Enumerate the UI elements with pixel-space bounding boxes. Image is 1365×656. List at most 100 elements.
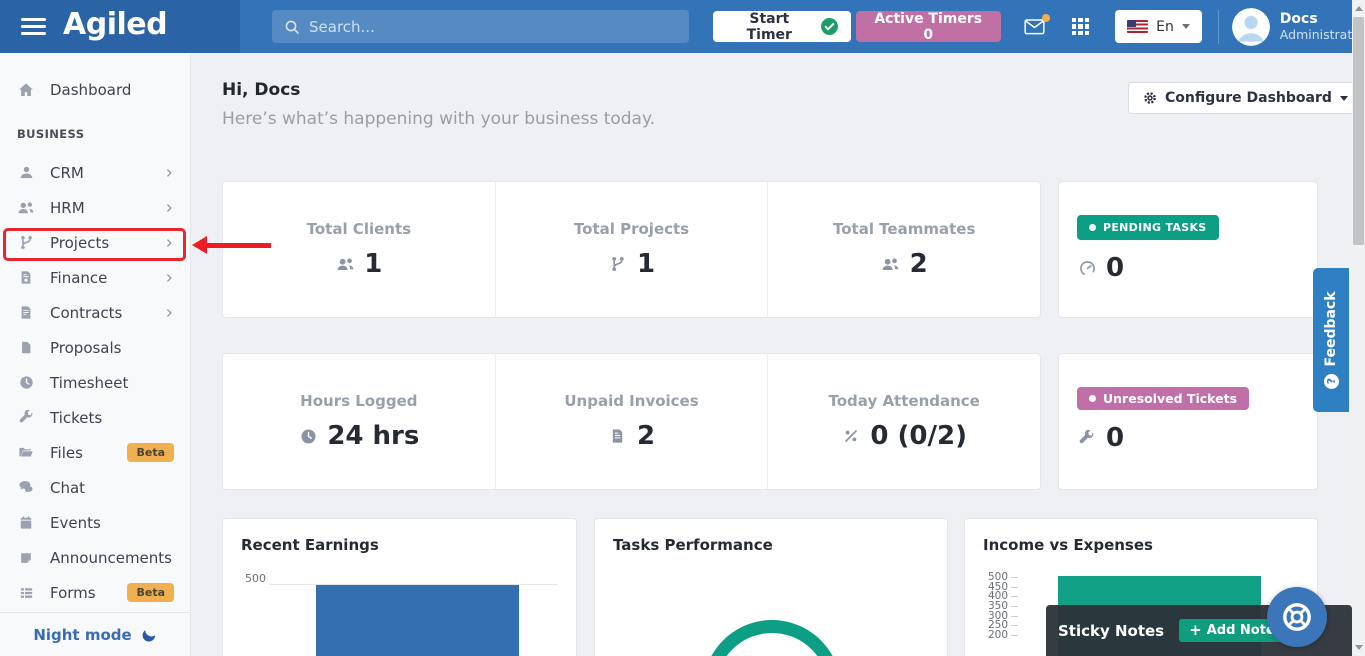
sidebar-item-label: CRM bbox=[50, 163, 84, 182]
earnings-bar[interactable] bbox=[316, 585, 519, 656]
stat-total-teammates[interactable]: Total Teammates 2 bbox=[768, 182, 1040, 317]
comments-icon bbox=[16, 480, 36, 495]
sidebar-item-label: Contracts bbox=[50, 303, 123, 322]
sidebar-item-tickets[interactable]: Tickets bbox=[0, 400, 190, 435]
y-axis-tick: 450 bbox=[975, 581, 1018, 593]
sidebar-item-forms[interactable]: Forms Beta bbox=[0, 575, 190, 610]
moon-icon bbox=[139, 624, 159, 644]
plus-icon: + bbox=[1189, 621, 1202, 639]
stat-value: 1 bbox=[636, 249, 656, 279]
unresolved-tickets-card[interactable]: Unresolved Tickets 0 bbox=[1058, 353, 1318, 490]
check-circle-icon bbox=[820, 18, 838, 35]
greeting-subtitle: Here’s what’s happening with your busine… bbox=[222, 109, 656, 129]
y-axis-tick: 500 bbox=[245, 572, 266, 585]
pending-tasks-card[interactable]: PENDING TASKS 0 bbox=[1058, 181, 1318, 318]
messages-button[interactable] bbox=[1024, 14, 1050, 35]
percent-icon bbox=[841, 428, 861, 444]
stat-hours-logged[interactable]: Hours Logged 24 hrs bbox=[223, 354, 496, 489]
stat-label: Today Attendance bbox=[828, 392, 980, 410]
file-invoice-icon bbox=[608, 428, 628, 444]
top-navbar: Agiled Start Timer Active Timers 0 En bbox=[0, 0, 1365, 53]
chart-title: Tasks Performance bbox=[613, 536, 773, 554]
start-timer-label: Start Timer bbox=[746, 10, 792, 43]
folder-open-icon bbox=[16, 445, 36, 460]
tasks-donut-chart[interactable] bbox=[703, 620, 841, 656]
avatar bbox=[1231, 7, 1270, 46]
sidebar-item-label: Projects bbox=[50, 233, 110, 252]
y-axis-tick: 250 bbox=[975, 619, 1018, 631]
start-timer-button[interactable]: Start Timer bbox=[712, 10, 851, 43]
night-mode-toggle[interactable]: Night mode bbox=[0, 612, 190, 656]
language-label: En bbox=[1156, 18, 1174, 35]
stat-value: 24 hrs bbox=[327, 421, 420, 451]
sticky-note-icon bbox=[16, 551, 36, 565]
stat-label: Unpaid Invoices bbox=[564, 392, 699, 410]
stat-today-attendance[interactable]: Today Attendance 0 (0/2) bbox=[768, 354, 1040, 489]
apps-grid-button[interactable] bbox=[1071, 17, 1090, 36]
sidebar-item-timesheet[interactable]: Timesheet bbox=[0, 365, 190, 400]
sidebar-item-label: Files bbox=[50, 443, 83, 462]
sidebar-item-contracts[interactable]: Contracts bbox=[0, 295, 190, 330]
users-icon bbox=[16, 200, 36, 216]
stat-value: 1 bbox=[364, 249, 383, 279]
scroll-up-arrow[interactable] bbox=[1354, 6, 1363, 11]
sidebar-item-crm[interactable]: CRM bbox=[0, 155, 190, 190]
stat-value: 2 bbox=[909, 249, 928, 279]
chart-title: Recent Earnings bbox=[241, 536, 379, 554]
stat-total-projects[interactable]: Total Projects 1 bbox=[496, 182, 769, 317]
configure-dashboard-button[interactable]: Configure Dashboard bbox=[1128, 82, 1363, 114]
calendar-icon bbox=[16, 515, 36, 530]
sidebar-item-finance[interactable]: Finance bbox=[0, 260, 190, 295]
sidebar-item-events[interactable]: Events bbox=[0, 505, 190, 540]
scrollbar-thumb[interactable] bbox=[1353, 17, 1364, 245]
stat-unpaid-invoices[interactable]: Unpaid Invoices 2 bbox=[496, 354, 769, 489]
scrollbar[interactable] bbox=[1352, 0, 1365, 656]
feedback-tab[interactable]: ? Feedback bbox=[1313, 268, 1349, 412]
sidebar-item-label: Events bbox=[50, 513, 101, 532]
greeting-title: Hi, Docs bbox=[222, 80, 301, 100]
sidebar-item-label: HRM bbox=[50, 198, 85, 217]
sidebar-item-projects[interactable]: Projects bbox=[0, 225, 190, 260]
stat-total-clients[interactable]: Total Clients 1 bbox=[223, 182, 496, 317]
sidebar-item-dashboard[interactable]: Dashboard bbox=[0, 72, 190, 107]
th-list-icon bbox=[16, 586, 36, 600]
stat-label: Total Clients bbox=[306, 220, 412, 238]
notification-dot bbox=[1041, 14, 1050, 22]
navbar-divider bbox=[1217, 9, 1219, 44]
beta-badge: Beta bbox=[127, 443, 174, 462]
chat-launcher-button[interactable] bbox=[1267, 587, 1327, 647]
sidebar-item-hrm[interactable]: HRM bbox=[0, 190, 190, 225]
code-branch-icon bbox=[608, 256, 628, 272]
chevron-right-icon bbox=[164, 307, 174, 319]
stat-value: 2 bbox=[636, 421, 656, 451]
sidebar-item-chat[interactable]: Chat bbox=[0, 470, 190, 505]
app-logo[interactable]: Agiled bbox=[63, 6, 168, 42]
sidebar-item-announcements[interactable]: Announcements bbox=[0, 540, 190, 575]
active-timers-button[interactable]: Active Timers 0 bbox=[855, 11, 1001, 43]
search-input[interactable] bbox=[309, 17, 677, 36]
sidebar-item-label: Chat bbox=[50, 478, 86, 497]
sidebar-item-files[interactable]: Files Beta bbox=[0, 435, 190, 470]
chevron-right-icon bbox=[164, 167, 174, 179]
file-invoice-dollar-icon bbox=[16, 270, 36, 285]
y-axis-tick: 350 bbox=[975, 600, 1018, 612]
chevron-down-icon bbox=[1339, 95, 1348, 101]
stat-label: Hours Logged bbox=[300, 392, 418, 410]
global-search[interactable] bbox=[272, 10, 689, 43]
language-selector[interactable]: En bbox=[1115, 10, 1202, 43]
stat-label: Total Teammates bbox=[832, 220, 976, 238]
sidebar-item-label: Finance bbox=[50, 268, 108, 287]
sticky-notes-title: Sticky Notes bbox=[1058, 621, 1165, 640]
user-icon bbox=[16, 165, 36, 180]
hamburger-menu-icon[interactable] bbox=[21, 18, 46, 35]
main-content: Hi, Docs Here’s what’s happening with yo… bbox=[191, 53, 1365, 656]
user-menu[interactable]: Docs Administrator bbox=[1231, 7, 1365, 46]
stats-row-1: Total Clients 1 Total Projects 1 Total T… bbox=[222, 181, 1041, 318]
add-note-button[interactable]: + Add Note bbox=[1179, 619, 1285, 642]
us-flag-icon bbox=[1127, 20, 1149, 33]
badge-dot bbox=[1089, 395, 1096, 402]
sidebar-item-proposals[interactable]: Proposals bbox=[0, 330, 190, 365]
badge-dot bbox=[1089, 224, 1096, 231]
scroll-down-arrow[interactable] bbox=[1354, 645, 1363, 650]
pending-tasks-badge: PENDING TASKS bbox=[1077, 215, 1219, 240]
